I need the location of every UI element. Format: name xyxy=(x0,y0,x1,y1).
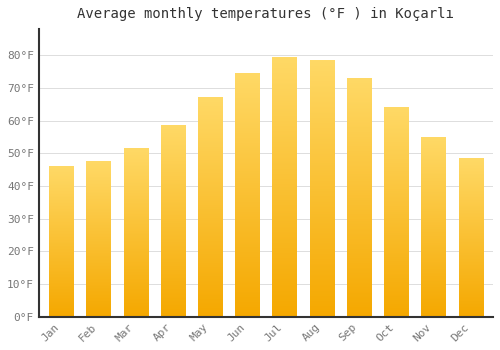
Title: Average monthly temperatures (°F ) in Koçarlı: Average monthly temperatures (°F ) in Ko… xyxy=(78,7,454,21)
